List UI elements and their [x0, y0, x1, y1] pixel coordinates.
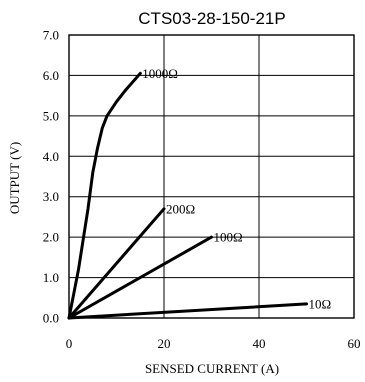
plot-frame — [68, 34, 355, 319]
series-line-200-ohm — [67, 207, 166, 320]
series-label-200-ohm: 200Ω — [166, 201, 195, 216]
series-line-1000-ohm — [67, 71, 142, 320]
y-tick-label: 6.0 — [43, 68, 59, 83]
x-tick-label: 60 — [348, 336, 361, 351]
series-label-100-ohm: 100Ω — [214, 230, 243, 245]
chart-title: CTS03-28-150-21P — [138, 9, 285, 28]
x-axis-ticks: 0 20 40 60 — [66, 336, 361, 351]
x-tick-label: 20 — [158, 336, 171, 351]
y-tick-label: 3.0 — [43, 189, 59, 204]
y-tick-label: 2.0 — [43, 230, 59, 245]
series-label-10-ohm: 10Ω — [309, 296, 332, 311]
y-tick-label: 0.0 — [43, 311, 59, 326]
grid — [68, 34, 355, 319]
x-axis-label: SENSED CURRENT (A) — [145, 361, 279, 376]
y-axis-label: OUTPUT (V) — [7, 142, 22, 214]
y-tick-label: 1.0 — [43, 270, 59, 285]
y-tick-label: 5.0 — [43, 108, 59, 123]
x-tick-label: 0 — [66, 336, 73, 351]
series-line-10-ohm — [67, 302, 308, 320]
y-axis-ticks: 0.0 1.0 2.0 3.0 4.0 5.0 6.0 7.0 — [43, 28, 59, 326]
series-label-1000-ohm: 1000Ω — [142, 66, 178, 81]
y-tick-label: 7.0 — [43, 28, 59, 43]
y-tick-label: 4.0 — [43, 149, 59, 164]
series-layer: 1000Ω 200Ω 100Ω 10Ω — [67, 66, 332, 320]
x-tick-label: 40 — [253, 336, 266, 351]
series-line-100-ohm — [67, 235, 213, 320]
